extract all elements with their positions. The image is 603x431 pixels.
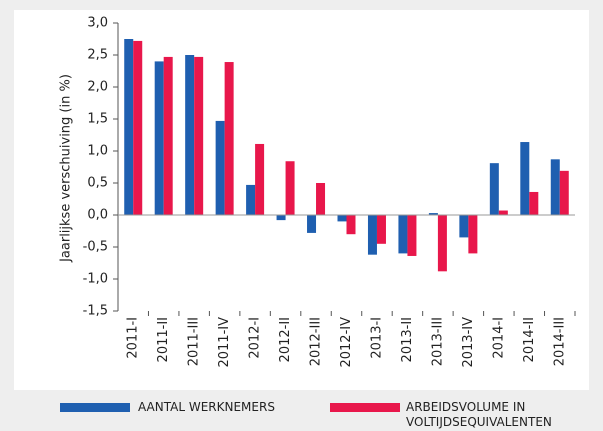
x-tick-label: 2013-II [400,317,415,362]
bar [276,215,286,221]
x-tick-label: 2012-II [278,317,293,362]
bar [133,40,143,215]
y-tick-label: 0,5 [87,176,108,191]
x-tick-label: 2012-I [248,317,263,359]
bar [337,215,347,222]
y-axis-label: Jaarlijkse verschuiving (in %) [59,74,74,263]
bar [255,143,265,215]
x-tick-label: 2014-I [491,317,506,359]
bar [498,210,508,215]
bar [154,61,164,216]
x-tick-label: 2012-IV [339,317,354,368]
bar [489,163,499,215]
x-tick-label: 2013-IV [461,317,476,368]
bar [163,56,173,215]
bar [520,142,530,215]
y-tick-label: 2,0 [87,80,108,95]
y-tick-label: 0,0 [87,208,108,223]
x-tick-label: 2011-III [187,317,202,366]
x-tick-label: 2014-II [522,317,537,362]
y-tick-label: 2,5 [87,48,108,63]
x-tick-label: 2012-III [309,317,324,366]
x-tick-label: 2011-IV [217,317,232,368]
bar [215,120,225,215]
y-tick-label: 1,0 [87,144,108,159]
bar [398,215,408,254]
legend-label: AANTAL WERKNEMERS [138,400,275,414]
bar [185,55,195,215]
y-tick-label: -1,5 [83,304,108,319]
bar [367,215,377,255]
bar [224,62,234,215]
bar [559,170,569,215]
bar [194,56,204,215]
bar [437,215,447,272]
x-tick-label: 2011-I [126,317,141,359]
y-tick-label: -0,5 [83,240,108,255]
bar [246,184,256,215]
bar [307,215,317,233]
x-tick-label: 2014-III [552,317,567,366]
bar [428,213,438,215]
y-tick-label: 1,5 [87,112,108,127]
x-tick-label: 2011-II [156,317,171,362]
y-tick-label: 3,0 [87,16,108,31]
bar [376,215,386,244]
y-tick-label: -1,0 [83,272,108,287]
x-tick-label: 2013-I [369,317,384,359]
legend-swatch [60,403,130,412]
bar [346,215,356,235]
legend-swatch [330,403,400,412]
bar [316,183,326,215]
bar [459,215,469,238]
x-tick-label: 2013-III [430,317,445,366]
bar [468,215,478,254]
bar [285,161,295,215]
bar [407,215,417,256]
bar [529,191,539,215]
bar [124,39,134,215]
legend-label: ARBEIDSVOLUME IN VOLTIJDSEQUIVALENTEN [406,400,552,429]
bar [550,159,560,215]
